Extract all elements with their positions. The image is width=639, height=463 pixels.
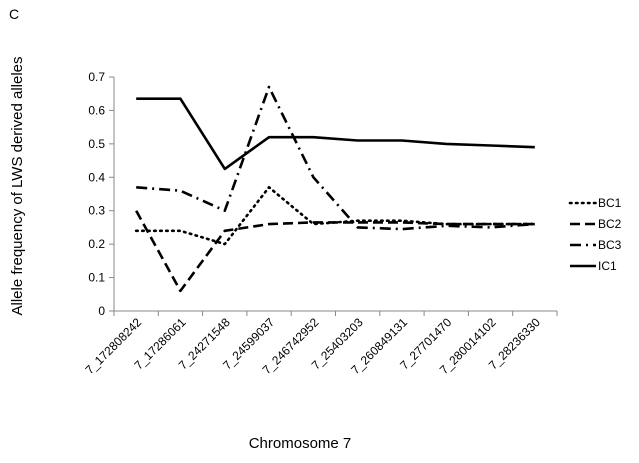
x-axis-ticks: 7_1728082427_172860617_242715487_2459903… xyxy=(82,311,558,377)
x-axis-label: Chromosome 7 xyxy=(249,435,352,452)
chart-axes xyxy=(113,77,557,312)
y-tick-label: 0.3 xyxy=(88,204,105,218)
legend-label-bc2: BC2 xyxy=(598,217,622,231)
series-line-bc3 xyxy=(136,85,535,231)
y-tick-label: 0.1 xyxy=(88,271,105,285)
panel-label: C xyxy=(9,6,20,22)
x-tick-label: 7_172808242 xyxy=(82,315,144,377)
y-tick-label: 0.4 xyxy=(88,170,105,184)
legend-label-bc1: BC1 xyxy=(598,196,622,210)
y-tick-label: 0.2 xyxy=(88,237,105,251)
y-axis-ticks: 0 0.1 0.2 0.3 0.4 0.5 0.6 0.7 xyxy=(88,70,114,318)
y-tick-label: 0.5 xyxy=(88,137,105,151)
y-tick-label: 0 xyxy=(98,304,105,318)
legend-label-ic1: IC1 xyxy=(598,259,617,273)
y-tick-label: 0.6 xyxy=(88,103,105,117)
y-tick-label: 0.7 xyxy=(88,70,105,84)
legend: BC1 BC2 BC3 IC1 xyxy=(568,196,622,273)
series-line-bc2 xyxy=(135,210,535,293)
legend-label-bc3: BC3 xyxy=(598,238,622,252)
series-lines xyxy=(134,85,537,293)
series-line-bc1 xyxy=(134,186,537,246)
y-axis-label: Allele frequency of LWS derived alleles xyxy=(9,56,26,315)
series-line-ic1 xyxy=(136,97,535,171)
